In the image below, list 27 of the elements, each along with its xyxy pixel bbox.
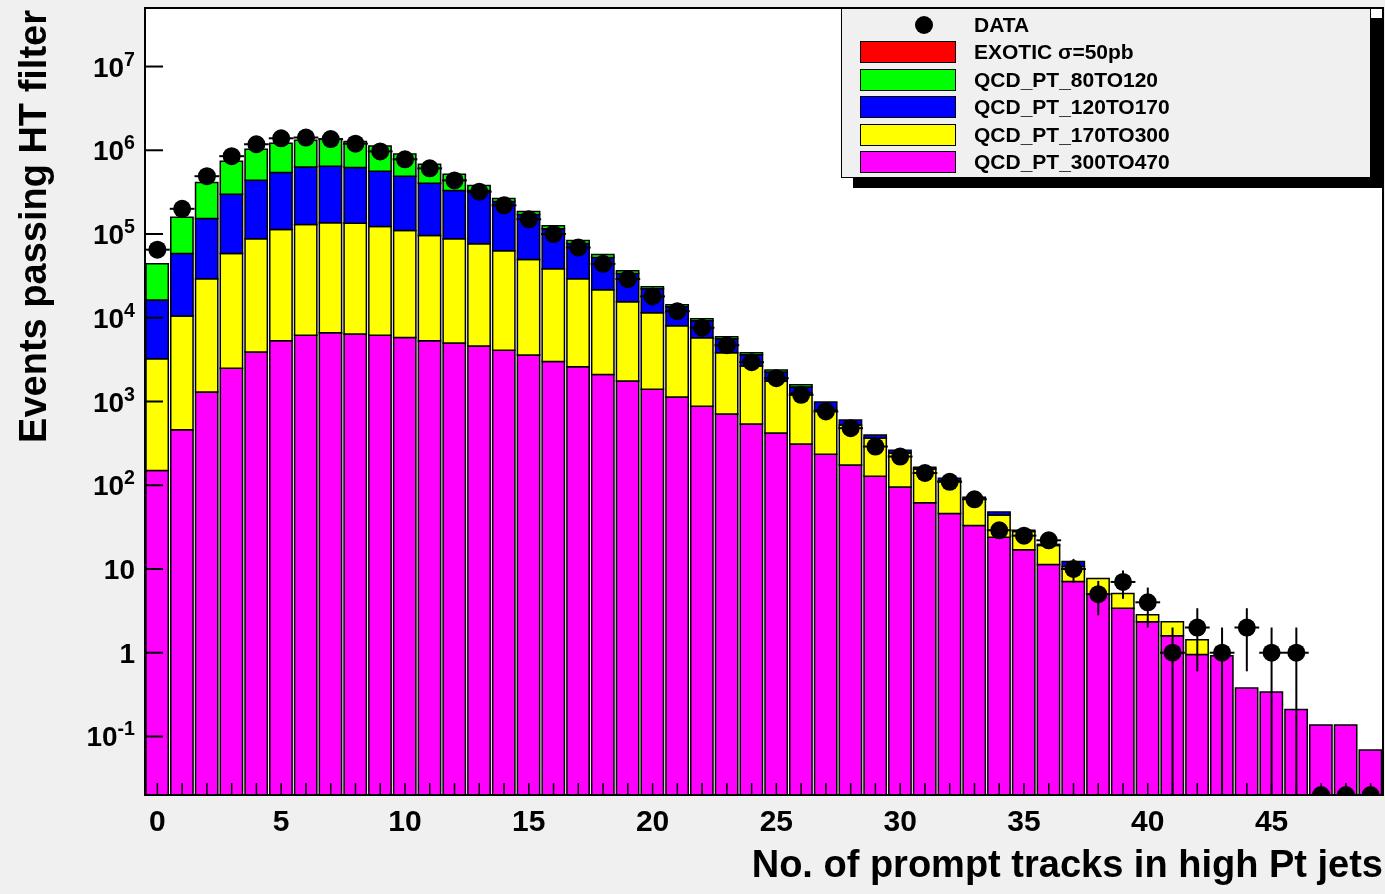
legend-label: QCD_PT_120TO170 [974, 95, 1170, 120]
x-tick-label: 20 [635, 804, 670, 837]
y-tick-label: 10$^{4}$ [92, 298, 136, 334]
x-tick-label: 40 [1131, 804, 1165, 837]
legend-label: DATA [974, 12, 1030, 37]
y-tick-label: 1 [119, 637, 135, 669]
y-tick-label: 10$^{5}$ [92, 215, 136, 251]
legend-label: QCD_PT_300TO470 [974, 150, 1170, 175]
x-tick-label: 45 [1254, 804, 1289, 837]
x-axis-title: No. of prompt tracks in high Pt jets [751, 843, 1383, 885]
x-tick-label: 10 [388, 804, 422, 837]
y-axis-title: Events passing HT filter [12, 9, 54, 443]
x-tick-label: 35 [1007, 804, 1041, 837]
y-tick-label: 10$^{-1}$ [86, 717, 136, 753]
x-tick-label: 5 [272, 804, 290, 837]
y-tick-label: 10$^{7}$ [92, 47, 136, 83]
legend-label: QCD_PT_80TO120 [974, 67, 1159, 92]
y-tick-label: 10$^{3}$ [92, 382, 136, 418]
x-tick-label: 15 [512, 804, 546, 837]
x-tick-label: 0 [149, 804, 166, 837]
x-tick-label: 25 [759, 804, 794, 837]
legend-label: QCD_PT_170TO300 [974, 122, 1170, 147]
x-tick-label: 30 [883, 804, 917, 837]
y-tick-label: 10 [103, 553, 135, 585]
legend-label: EXOTIC σ=50pb [974, 40, 1134, 65]
y-tick-label: 10$^{6}$ [92, 131, 136, 167]
y-tick-label: 10$^{2}$ [92, 466, 136, 502]
